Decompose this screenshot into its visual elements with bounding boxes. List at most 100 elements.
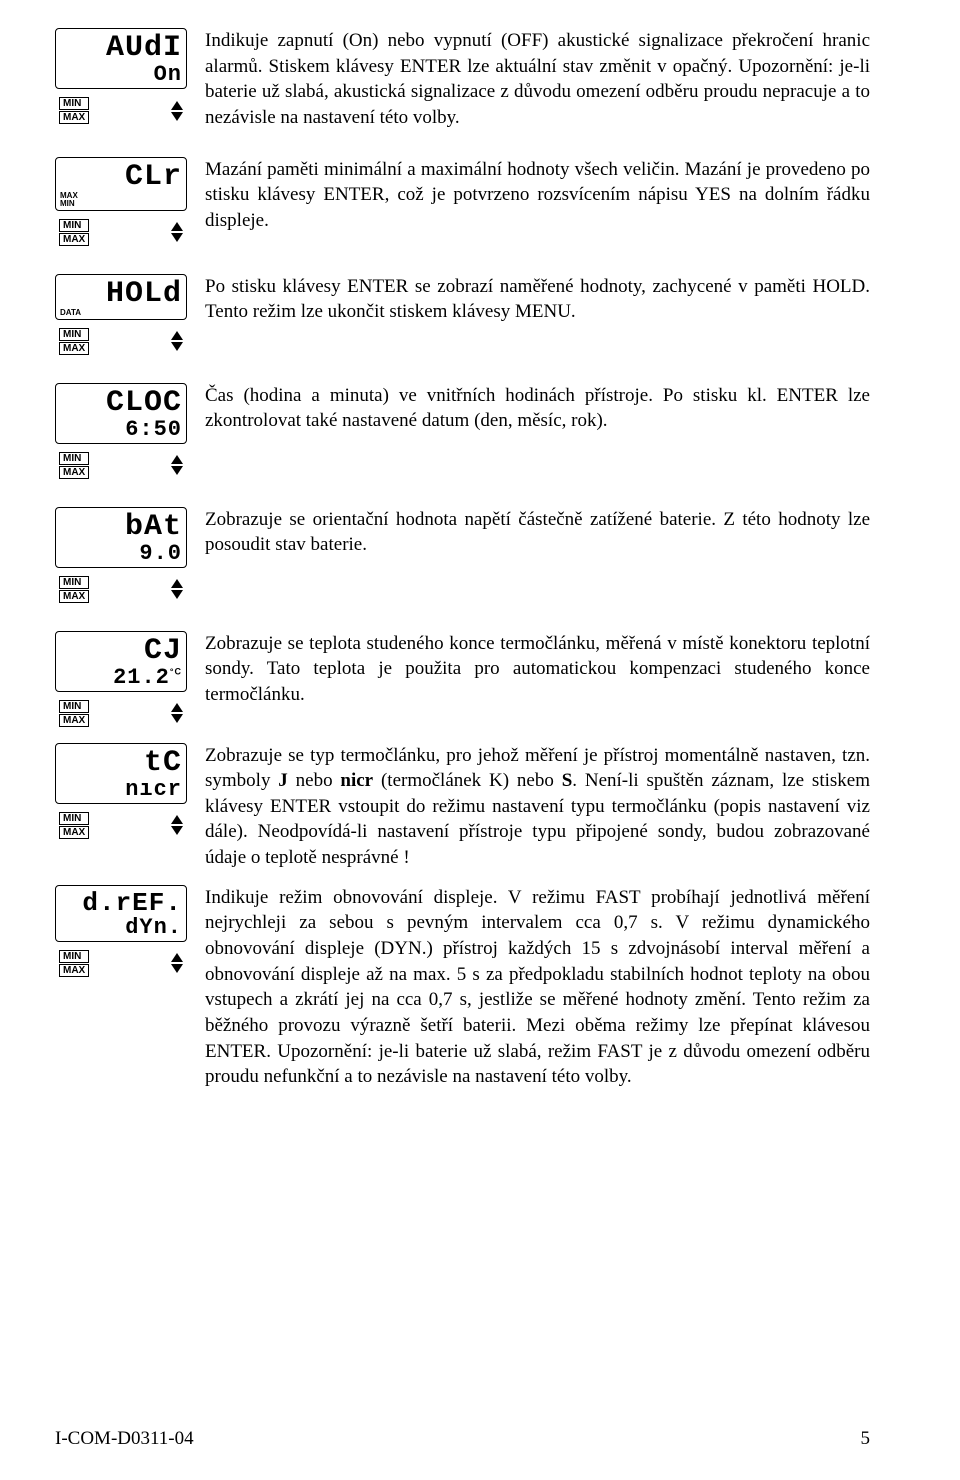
lcd-line2: 21.2°C: [60, 667, 182, 689]
min-label: MIN: [59, 219, 89, 232]
arrow-up-icon: [171, 579, 183, 588]
row-bat: bAt 9.0 MIN MAX Zobrazuje se orientační …: [55, 507, 870, 605]
text: (termočlánek K) nebo: [373, 770, 562, 791]
desc-clr: Mazání paměti minimální a maximální hodn…: [205, 157, 870, 234]
desc-cloc: Čas (hodina a minuta) ve vnitřních hodin…: [205, 383, 870, 434]
paragraph: Mazání paměti minimální a maximální hodn…: [205, 157, 870, 234]
row-tc: tC nıcr MIN MAX Zobrazuje se typ termočl…: [55, 743, 870, 871]
lcd-line1: bAt: [60, 512, 182, 542]
desc-hold: Po stisku klávesy ENTER se zobrazí naměř…: [205, 274, 870, 325]
arrow-up-icon: [171, 703, 183, 712]
lcd-line1: AUdI: [60, 33, 182, 63]
desc-cj: Zobrazuje se teplota studeného konce ter…: [205, 631, 870, 708]
lcd-dref: d.rEF. dYn. MIN MAX: [55, 885, 205, 979]
row-clr: CLr MAX MIN MIN MAX Mazání paměti minimá…: [55, 157, 870, 248]
arrow-up-icon: [171, 331, 183, 340]
arrow-down-icon: [171, 826, 183, 835]
lcd-hold: HOLd DATA MIN MAX: [55, 274, 205, 357]
lcd-line1: CLOC: [60, 388, 182, 418]
bold: nicr: [340, 770, 373, 791]
min-max-nav: MIN MAX: [55, 948, 187, 979]
max-label: MAX: [59, 111, 89, 124]
lcd-line1: CLr: [60, 162, 182, 192]
min-max-nav: MIN MAX: [55, 95, 187, 126]
max-label: MAX: [59, 826, 89, 839]
arrow-down-icon: [171, 342, 183, 351]
min-label: MIN: [59, 328, 89, 341]
lcd-line1: HOLd: [60, 279, 182, 309]
arrow-up-icon: [171, 455, 183, 464]
lcd-cj: CJ 21.2°C MIN MAX: [55, 631, 205, 729]
min-max-nav: MIN MAX: [55, 450, 187, 481]
min-max-nav: MIN MAX: [55, 698, 187, 729]
max-label: MAX: [59, 466, 89, 479]
page-footer: I-COM-D0311-04 5: [55, 1428, 870, 1450]
arrow-up-icon: [171, 953, 183, 962]
arrow-up-icon: [171, 101, 183, 110]
lcd-line2: On: [60, 64, 182, 86]
lcd-line2: 6:50: [60, 419, 182, 441]
lcd-frame: CLOC 6:50: [55, 383, 187, 444]
lcd-frame: CJ 21.2°C: [55, 631, 187, 692]
paragraph: Indikuje zapnutí (On) nebo vypnutí (OFF)…: [205, 28, 870, 131]
max-label: MAX: [59, 342, 89, 355]
lcd-sup: MAX MIN: [60, 192, 182, 208]
min-max-nav: MIN MAX: [55, 217, 187, 248]
min-max-nav: MIN MAX: [55, 326, 187, 357]
min-label: MIN: [59, 812, 89, 825]
paragraph: Zobrazuje se orientační hodnota napětí č…: [205, 507, 870, 558]
min-label: MIN: [59, 97, 89, 110]
lcd-line1: CJ: [60, 636, 182, 666]
lcd-line2: dYn.: [60, 917, 182, 939]
lcd-frame: d.rEF. dYn.: [55, 885, 187, 942]
arrow-up-icon: [171, 815, 183, 824]
paragraph: Zobrazuje se teplota studeného konce ter…: [205, 631, 870, 708]
arrow-down-icon: [171, 714, 183, 723]
min-label: MIN: [59, 576, 89, 589]
lcd-line1: tC: [60, 748, 182, 778]
max-label: MAX: [59, 714, 89, 727]
paragraph: Indikuje režim obnovování displeje. V re…: [205, 885, 870, 1090]
min-label: MIN: [59, 452, 89, 465]
lcd-frame: tC nıcr: [55, 743, 187, 804]
paragraph: Čas (hodina a minuta) ve vnitřních hodin…: [205, 383, 870, 434]
min-label: MIN: [59, 700, 89, 713]
row-hold: HOLd DATA MIN MAX Po stisku klávesy ENTE…: [55, 274, 870, 357]
max-label: MAX: [59, 233, 89, 246]
desc-dref: Indikuje režim obnovování displeje. V re…: [205, 885, 870, 1090]
max-label: MAX: [59, 590, 89, 603]
lcd-tc: tC nıcr MIN MAX: [55, 743, 205, 841]
arrow-up-icon: [171, 222, 183, 231]
min-label: MIN: [59, 950, 89, 963]
doc-code: I-COM-D0311-04: [55, 1428, 194, 1450]
bold: S: [562, 770, 573, 791]
lcd-frame: CLr MAX MIN: [55, 157, 187, 211]
arrow-down-icon: [171, 964, 183, 973]
lcd-audi: AUdI On MIN MAX: [55, 28, 205, 126]
lcd-line1: d.rEF.: [60, 890, 182, 916]
min-max-nav: MIN MAX: [55, 574, 187, 605]
text: nebo: [288, 770, 341, 791]
lcd-value: 21.2: [113, 665, 170, 690]
arrow-down-icon: [171, 466, 183, 475]
arrow-down-icon: [171, 590, 183, 599]
arrow-down-icon: [171, 233, 183, 242]
row-dref: d.rEF. dYn. MIN MAX Indikuje režim obnov…: [55, 885, 870, 1090]
page-number: 5: [861, 1428, 871, 1450]
lcd-clr: CLr MAX MIN MIN MAX: [55, 157, 205, 248]
bold: J: [278, 770, 288, 791]
lcd-bat: bAt 9.0 MIN MAX: [55, 507, 205, 605]
lcd-frame: bAt 9.0: [55, 507, 187, 568]
min-max-nav: MIN MAX: [55, 810, 187, 841]
arrow-down-icon: [171, 112, 183, 121]
row-cj: CJ 21.2°C MIN MAX Zobrazuje se teplota s…: [55, 631, 870, 729]
row-audi: AUdI On MIN MAX Indikuje zapnutí (On) ne…: [55, 28, 870, 131]
desc-tc: Zobrazuje se typ termočlánku, pro jehož …: [205, 743, 870, 871]
desc-audi: Indikuje zapnutí (On) nebo vypnutí (OFF)…: [205, 28, 870, 131]
lcd-frame: HOLd DATA: [55, 274, 187, 320]
max-label: MAX: [59, 964, 89, 977]
lcd-cloc: CLOC 6:50 MIN MAX: [55, 383, 205, 481]
paragraph: Zobrazuje se typ termočlánku, pro jehož …: [205, 743, 870, 871]
paragraph: Po stisku klávesy ENTER se zobrazí naměř…: [205, 274, 870, 325]
row-cloc: CLOC 6:50 MIN MAX Čas (hodina a minuta) …: [55, 383, 870, 481]
